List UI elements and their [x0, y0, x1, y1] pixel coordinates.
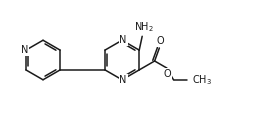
Text: N: N: [119, 75, 127, 85]
Text: O: O: [164, 69, 171, 79]
Text: N: N: [119, 35, 127, 45]
Text: CH$_3$: CH$_3$: [192, 73, 212, 87]
Text: NH$_2$: NH$_2$: [134, 20, 154, 34]
Text: N: N: [21, 45, 29, 55]
Text: O: O: [157, 36, 164, 46]
